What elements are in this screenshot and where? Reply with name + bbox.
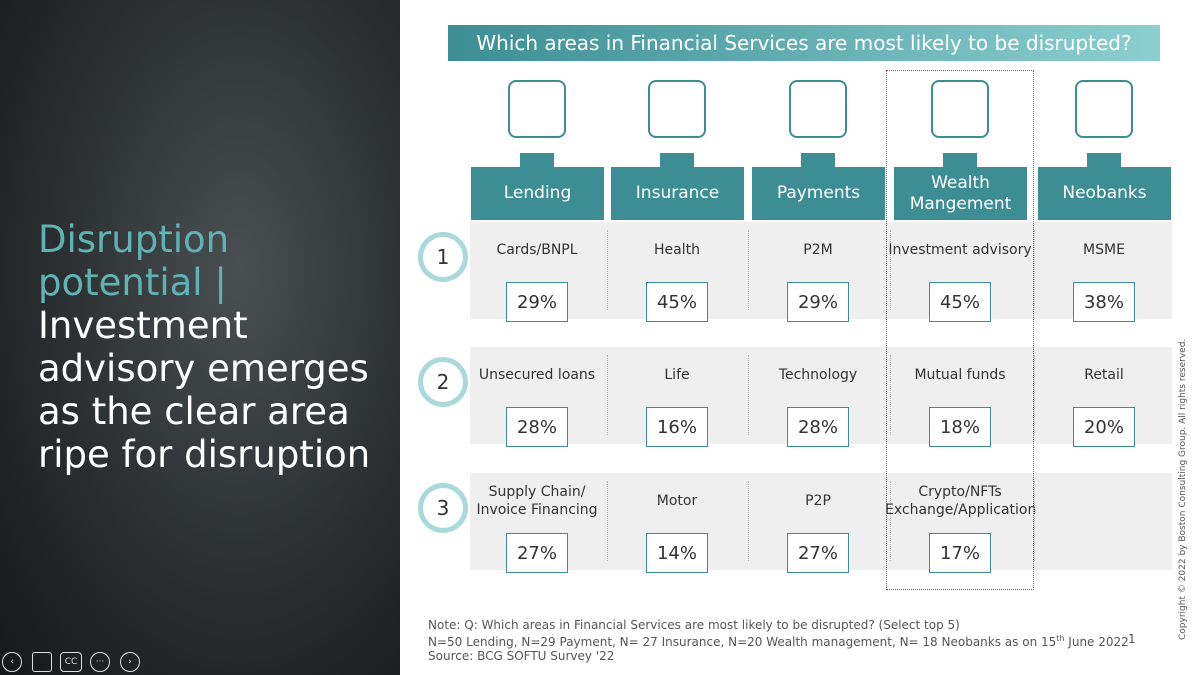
rank-circle: 2 — [418, 357, 468, 407]
header-tab — [660, 153, 694, 167]
column-icon — [1075, 80, 1133, 138]
column-icon — [789, 80, 847, 138]
column-header: Payments — [752, 167, 885, 220]
column-separator — [748, 481, 749, 561]
header-tab — [1087, 153, 1121, 167]
column-header: Insurance — [611, 167, 744, 220]
column-header: Wealth Mangement — [894, 167, 1027, 220]
cell-value: 45% — [929, 282, 991, 322]
cell-value: 18% — [929, 407, 991, 447]
note-sup: th — [1056, 634, 1065, 643]
column-separator — [1034, 355, 1035, 435]
note-sample: N=50 Lending, N=29 Payment, N= 27 Insura… — [428, 632, 1129, 649]
column-separator — [1034, 481, 1035, 561]
column-icon — [508, 80, 566, 138]
cell-label: MSME — [1083, 242, 1125, 258]
sidebar-title: Disruption potential | Investment adviso… — [38, 218, 388, 476]
cell-label: Health — [654, 242, 700, 258]
cell-value: 28% — [787, 407, 849, 447]
cell-label: Motor — [656, 493, 698, 509]
sidebar: Disruption potential | Investment adviso… — [0, 0, 400, 675]
copyright: Copyright © 2022 by Boston Consulting Gr… — [1178, 338, 1188, 640]
notes: Note: Q: Which areas in Financial Servic… — [428, 618, 1129, 663]
header-tab — [520, 153, 554, 167]
column-separator — [748, 355, 749, 435]
column-separator — [607, 230, 608, 310]
cell-value: 27% — [506, 533, 568, 573]
cell-value: 20% — [1073, 407, 1135, 447]
cell-label: Retail — [1084, 367, 1124, 383]
title-main: Investment advisory emerges as the clear… — [38, 304, 371, 476]
cell-value: 17% — [929, 533, 991, 573]
column-separator — [607, 481, 608, 561]
rank-circle: 3 — [418, 483, 468, 533]
column-separator — [748, 230, 749, 310]
column-header: Neobanks — [1038, 167, 1171, 220]
cell-label: Unsecured loans — [478, 367, 596, 383]
cell-label: Mutual funds — [914, 367, 1006, 383]
captions-button[interactable]: CC — [60, 652, 82, 672]
column-separator — [890, 230, 891, 310]
title-accent: Disruption potential | — [38, 218, 230, 304]
rank-circle: 1 — [418, 232, 468, 282]
header-tab — [801, 153, 835, 167]
note-question: Note: Q: Which areas in Financial Servic… — [428, 618, 960, 632]
cell-label: P2M — [803, 242, 833, 258]
cell-value: 14% — [646, 533, 708, 573]
next-button[interactable]: › — [120, 652, 140, 672]
prev-button[interactable]: ‹ — [2, 652, 22, 672]
note-sample-date: June 2022 — [1064, 635, 1129, 649]
column-separator — [890, 481, 891, 561]
note-source: Source: BCG SOFTU Survey '22 — [428, 649, 615, 663]
cell-value: 27% — [787, 533, 849, 573]
column-separator — [1034, 230, 1035, 310]
column-separator — [607, 355, 608, 435]
cell-label: Investment advisory — [888, 242, 1032, 258]
column-icon — [931, 80, 989, 138]
column-icon — [648, 80, 706, 138]
cell-value: 45% — [646, 282, 708, 322]
column-header: Lending — [471, 167, 604, 220]
note-sample-text: N=50 Lending, N=29 Payment, N= 27 Insura… — [428, 635, 1057, 649]
cell-label: Crypto/NFTs Exchange/Application — [885, 484, 1037, 518]
page-number: 1 — [1128, 632, 1136, 646]
pointer-button[interactable] — [32, 652, 52, 672]
cell-label: P2P — [805, 493, 831, 509]
banner: Which areas in Financial Services are mo… — [448, 25, 1160, 61]
cell-value: 16% — [646, 407, 708, 447]
highlight-box — [886, 70, 1034, 590]
cell-value: 29% — [787, 282, 849, 322]
cell-value: 29% — [506, 282, 568, 322]
cell-label: Technology — [778, 367, 858, 383]
cell-value: 28% — [506, 407, 568, 447]
more-button[interactable]: ··· — [90, 652, 110, 672]
cell-label: Life — [664, 367, 690, 383]
cell-label: Supply Chain/ Invoice Financing — [476, 484, 598, 518]
cell-value: 38% — [1073, 282, 1135, 322]
column-separator — [890, 355, 891, 435]
header-tab — [943, 153, 977, 167]
cell-label: Cards/BNPL — [496, 242, 578, 258]
